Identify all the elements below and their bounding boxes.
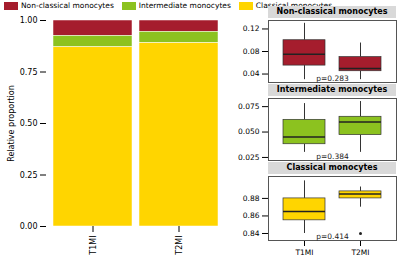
svg-text:p=0.283: p=0.283 [316,74,349,83]
svg-text:T1MI: T1MI [89,236,98,256]
svg-text:T1MI: T1MI [294,248,313,256]
svg-text:0.04: 0.04 [243,69,260,78]
svg-text:0.88: 0.88 [243,194,260,203]
svg-text:1.00: 1.00 [20,16,38,25]
svg-text:0.075: 0.075 [238,102,260,111]
svg-text:0.25: 0.25 [20,171,38,180]
svg-text:0.00: 0.00 [20,222,38,231]
html-text:Non-classical monocytes: Non-classical monocytes [21,1,114,10]
html-text:Classical monocytes: Classical monocytes [286,163,378,172]
svg-text:0.08: 0.08 [243,47,260,56]
html-text:Classical monocytes: Classical monocytes [255,1,333,10]
svg-text:0.050: 0.050 [238,127,260,136]
svg-text:0.75: 0.75 [20,68,38,77]
svg-text:0.50: 0.50 [20,119,38,128]
svg-text:p=0.414: p=0.414 [316,232,349,241]
svg-text:0.86: 0.86 [243,211,260,220]
svg-text:0.025: 0.025 [238,153,260,162]
svg-text:p=0.384: p=0.384 [316,152,349,161]
svg-text:0.84: 0.84 [243,229,260,238]
html-text:Non-classical monocytes: Non-classical monocytes [276,7,388,16]
svg-text:Relative proportion: Relative proportion [7,85,16,161]
html-text:Intermediate monocytes: Intermediate monocytes [138,1,231,10]
svg-text:0.12: 0.12 [243,24,260,33]
svg-text:T2MI: T2MI [350,248,369,256]
svg-text:T2MI: T2MI [175,236,184,256]
html-text:Intermediate monocytes: Intermediate monocytes [276,85,388,94]
